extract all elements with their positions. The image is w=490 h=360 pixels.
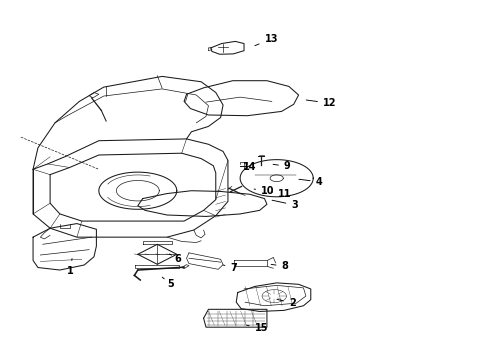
Text: 4: 4 [299,177,322,187]
Text: 6: 6 [170,253,181,264]
Text: 10: 10 [254,186,274,197]
Text: 1: 1 [67,258,74,276]
Text: 2: 2 [277,298,295,308]
Text: 5: 5 [162,277,174,289]
Text: 7: 7 [223,262,237,273]
Text: 13: 13 [255,34,278,46]
Text: 8: 8 [271,261,289,271]
Text: 11: 11 [271,189,292,199]
Text: 14: 14 [243,162,256,172]
Text: 9: 9 [273,161,291,171]
Text: 15: 15 [247,323,268,333]
Text: 12: 12 [306,98,337,108]
Text: 3: 3 [272,200,298,210]
